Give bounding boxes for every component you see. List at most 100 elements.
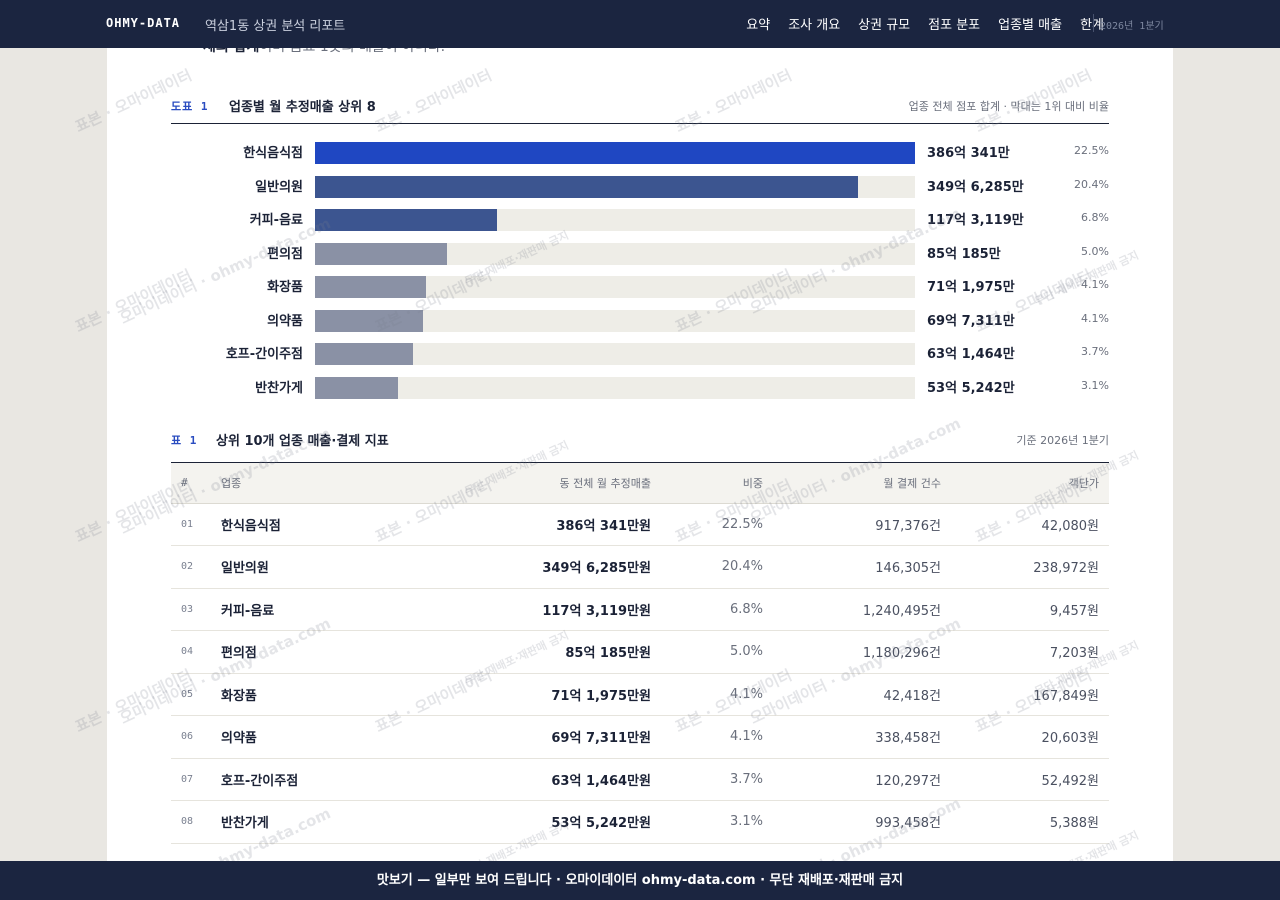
- bar: [315, 209, 498, 231]
- table-body: 01 한식음식점 386억 341만원 22.5% 917,376건 42,080원 02 일…: [171, 503, 1109, 844]
- bar-track: [315, 376, 915, 399]
- bar-category-label: 의약품: [267, 313, 303, 329]
- cell-payment-count: 120,297건: [763, 758, 941, 801]
- bar: [315, 343, 414, 365]
- cell-monthly-sales: 349억 6,285만원: [371, 545, 651, 589]
- col-industry: 업종: [211, 463, 371, 504]
- bar-value-label: 117억 3,119만: [927, 213, 1024, 228]
- cell-avg-ticket: 9,457원: [941, 588, 1109, 631]
- cell-share: 3.7%: [651, 758, 763, 801]
- bar-track: [315, 242, 915, 265]
- cell-industry: 한식음식점: [211, 503, 371, 546]
- cell-payment-count: 917,376건: [763, 503, 941, 546]
- cell-rank: 06: [171, 715, 211, 759]
- bar-track: [315, 142, 915, 164]
- nav-link-sales-by-industry[interactable]: 업종별 매출: [998, 18, 1063, 33]
- bar-category-label: 편의점: [267, 246, 303, 262]
- table-header-row: # 업종 동 전체 월 추정매출 비중 월 결제 건수 객단가: [171, 463, 1109, 504]
- bar-share-label: 4.1%: [1081, 311, 1109, 325]
- nav-link-store-distribution[interactable]: 점포 분포: [928, 18, 981, 33]
- cell-avg-ticket: 42,080원: [941, 503, 1109, 546]
- table-row: 08 반찬가게 53억 5,242만원 3.1% 993,458건 5,388원: [171, 800, 1109, 844]
- col-payment-count: 월 결제 건수: [763, 463, 941, 504]
- nav-links: 요약 조사 개요 상권 규모 점포 분포 업종별 매출 한계: [746, 14, 1104, 33]
- bar-share-label: 20.4%: [1074, 177, 1109, 191]
- nav-link-overview[interactable]: 조사 개요: [788, 18, 841, 33]
- cell-industry: 일반의원: [211, 545, 371, 589]
- bar-value-label: 349억 6,285만: [927, 179, 1024, 195]
- cell-rank: 01: [171, 503, 211, 546]
- cell-industry: 반찬가게: [211, 800, 371, 844]
- bar-value-label: 85억 185만: [927, 246, 1001, 262]
- top-navigation-bar: OHMY-DATA 역삼1동 상권 분석 리포트 요약 조사 개요 상권 규모 …: [0, 0, 1280, 48]
- bar-category-label: 호프-간이주점: [225, 347, 303, 362]
- nav-link-summary[interactable]: 요약: [746, 18, 771, 33]
- report-title: 역삼1동 상권 분석 리포트: [205, 19, 346, 34]
- cell-monthly-sales: 53억 5,242만원: [371, 800, 651, 844]
- cell-industry: 호프-간이주점: [211, 758, 371, 801]
- cell-industry: 화장품: [211, 673, 371, 716]
- nav-link-limitations[interactable]: 한계: [1080, 14, 1104, 33]
- cell-monthly-sales: 63억 1,464만원: [371, 758, 651, 801]
- cell-avg-ticket: 5,388원: [941, 800, 1109, 844]
- cell-share: 4.1%: [651, 715, 763, 759]
- cell-avg-ticket: 20,603원: [941, 715, 1109, 759]
- cell-share: 4.1%: [651, 673, 763, 716]
- cell-industry: 의약품: [211, 715, 371, 759]
- figure-tag: 도표 1: [171, 100, 209, 113]
- bar-row: 호프-간이주점 63억 1,464만 3.7%: [171, 337, 1109, 371]
- cell-rank: 04: [171, 630, 211, 674]
- col-rank: #: [171, 463, 211, 504]
- bar-value-label: 71억 1,975만: [927, 280, 1015, 295]
- table-title: 상위 10개 업종 매출·결제 지표: [216, 434, 389, 449]
- bar-share-label: 5.0%: [1081, 244, 1109, 258]
- cell-avg-ticket: 52,492원: [941, 758, 1109, 801]
- bar: [315, 175, 859, 198]
- bar: [315, 276, 426, 298]
- cell-share: 5.0%: [651, 630, 763, 674]
- table-row: 07 호프-간이주점 63억 1,464만원 3.7% 120,297건 52,492원: [171, 758, 1109, 801]
- cell-payment-count: 1,180,296건: [763, 630, 941, 674]
- bar-value-label: 53억 5,242만: [927, 380, 1015, 396]
- bar-category-label: 일반의원: [255, 179, 303, 195]
- bar-row: 화장품 71억 1,975만 4.1%: [171, 270, 1109, 304]
- cell-avg-ticket: 238,972원: [941, 545, 1109, 589]
- cell-avg-ticket: 167,849원: [941, 673, 1109, 716]
- bar-category-label: 반찬가게: [255, 380, 303, 396]
- table-row: 02 일반의원 349억 6,285만원 20.4% 146,305건 238,972원: [171, 545, 1109, 589]
- table-row: 04 편의점 85억 185만원 5.0% 1,180,296건 7,203원: [171, 630, 1109, 674]
- bar: [315, 242, 448, 265]
- bar-category-label: 한식음식점: [243, 146, 303, 161]
- bar-share-label: 3.7%: [1081, 345, 1109, 358]
- cell-share: 20.4%: [651, 545, 763, 589]
- bar: [315, 142, 915, 164]
- cell-rank: 05: [171, 673, 211, 716]
- cell-monthly-sales: 69억 7,311만원: [371, 715, 651, 759]
- cell-monthly-sales: 386억 341만원: [371, 503, 651, 546]
- bar-row: 커피-음료 117억 3,119만 6.8%: [171, 203, 1109, 237]
- bar: [315, 309, 424, 332]
- figure-note: 업종 전체 점포 합계 · 막대는 1위 대비 비율: [908, 100, 1109, 113]
- bar-track: [315, 309, 915, 332]
- sales-bar-chart: 한식음식점 386억 341만 22.5% 일반의원 349억 6,285만 20.4% 커…: [171, 136, 1109, 406]
- table-row: 01 한식음식점 386억 341만원 22.5% 917,376건 42,080원: [171, 503, 1109, 546]
- table-note: 기준 2026년 1분기: [1016, 434, 1109, 447]
- cell-share: 22.5%: [651, 503, 763, 546]
- bar-row: 편의점 85억 185만 5.0%: [171, 237, 1109, 271]
- col-monthly-sales: 동 전체 월 추정매출: [371, 463, 651, 504]
- footer-banner: 맛보기 — 일부만 보여 드립니다 · 오마이데이터 ohmy-data.com…: [0, 861, 1280, 900]
- figure-header: 도표 1 업종별 월 추정매출 상위 8 업종 전체 점포 합계 · 막대는 1…: [171, 96, 1109, 124]
- nav-link-market-size[interactable]: 상권 규모: [858, 18, 911, 33]
- brand-logo[interactable]: OHMY-DATA: [106, 16, 181, 30]
- bar-share-label: 22.5%: [1074, 144, 1109, 157]
- industry-metrics-table: # 업종 동 전체 월 추정매출 비중 월 결제 건수 객단가 01 한식음식점 3…: [171, 463, 1109, 844]
- bar-track: [315, 276, 915, 298]
- cell-payment-count: 1,240,495건: [763, 588, 941, 631]
- report-page: 세의 합계이며 음료 1곳의 배율이 아니다. 도표 1 업종별 월 추정매출 …: [107, 0, 1173, 900]
- bar-row: 의약품 69억 7,311만 4.1%: [171, 304, 1109, 338]
- bar-row: 반찬가게 53억 5,242만 3.1%: [171, 371, 1109, 405]
- bar-row: 한식음식점 386억 341만 22.5%: [171, 136, 1109, 170]
- figure-title: 업종별 월 추정매출 상위 8: [229, 100, 376, 115]
- cell-payment-count: 338,458건: [763, 715, 941, 759]
- bar-share-label: 6.8%: [1081, 211, 1109, 224]
